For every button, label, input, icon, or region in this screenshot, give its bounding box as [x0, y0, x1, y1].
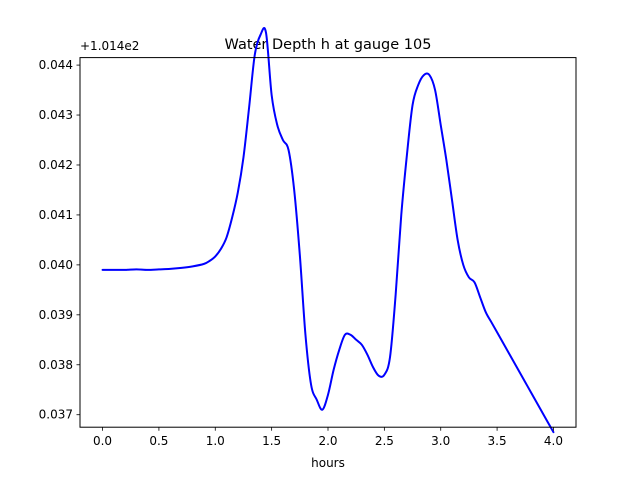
x-tick-label: 0.5	[149, 434, 168, 448]
x-axis-title: hours	[311, 456, 345, 470]
y-tick-label: 0.041	[39, 208, 73, 222]
y-axis-offset-label: +1.014e2	[80, 39, 139, 53]
series-line	[101, 27, 555, 434]
y-tick-label: 0.037	[39, 408, 73, 422]
y-tick-label: 0.042	[39, 158, 73, 172]
x-tick-label: 3.0	[431, 434, 450, 448]
x-tick-label: 0.0	[93, 434, 112, 448]
y-axis: 0.037 0.038 0.039 0.040 0.041 0.042 0.043 0.044	[39, 58, 80, 422]
y-tick-label: 0.043	[39, 108, 73, 122]
y-tick-label: 0.044	[39, 58, 73, 72]
chart-title: Water Depth h at gauge 105	[225, 37, 432, 53]
x-tick-label: 2.5	[375, 434, 394, 448]
plot-area	[101, 27, 555, 434]
x-tick-label: 1.0	[206, 434, 225, 448]
y-tick-label: 0.039	[39, 308, 73, 322]
x-tick-label: 2.0	[318, 434, 337, 448]
y-tick-label: 0.038	[39, 358, 73, 372]
x-tick-label: 4.0	[544, 434, 563, 448]
x-axis: 0.0 0.5 1.0 1.5 2.0 2.5 3.0 3.5 4.0	[93, 427, 563, 448]
x-tick-label: 3.5	[488, 434, 507, 448]
y-tick-label: 0.040	[39, 258, 73, 272]
x-tick-label: 1.5	[262, 434, 281, 448]
